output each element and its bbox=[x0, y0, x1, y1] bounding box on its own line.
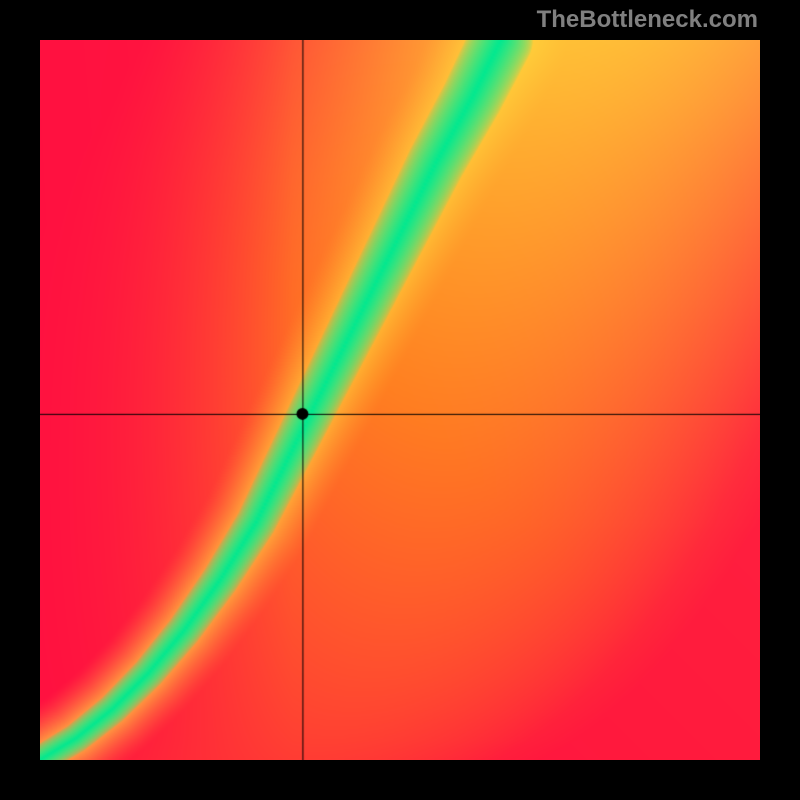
plot-area bbox=[40, 40, 760, 760]
bottleneck-heatmap bbox=[40, 40, 760, 760]
watermark-text: TheBottleneck.com bbox=[537, 6, 758, 34]
chart-container: TheBottleneck.com bbox=[0, 0, 800, 800]
